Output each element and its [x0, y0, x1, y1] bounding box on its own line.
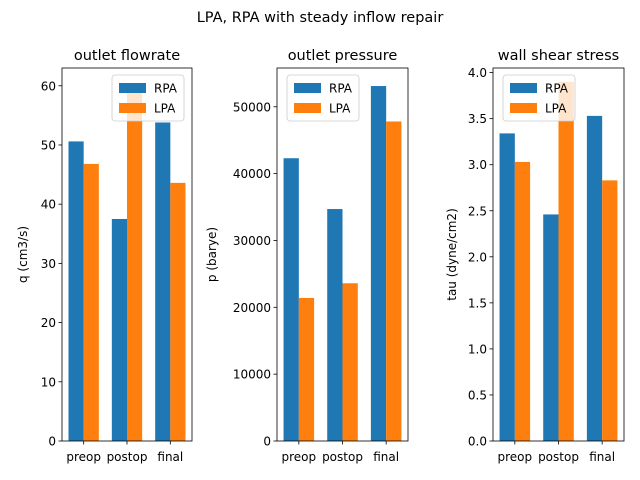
- y-tick-label: 0.0: [468, 435, 487, 449]
- legend-swatch-lpa: [510, 103, 537, 113]
- x-tick-label: postop: [107, 450, 148, 464]
- bar-lpa-final: [170, 182, 186, 441]
- subplot-pressure: 0 10000 20000 30000 40000 50000 preop postop fin…: [205, 48, 409, 464]
- legend-swatch-rpa: [510, 83, 537, 93]
- y-tick-label: 50: [41, 138, 56, 152]
- legend-swatch-rpa: [294, 83, 321, 93]
- legend-label-rpa: RPA: [545, 82, 569, 96]
- legend-swatch-lpa: [294, 103, 321, 113]
- y-tick-label: 0.5: [468, 388, 487, 402]
- y-tick-label: 10000: [233, 368, 271, 382]
- figure-title: LPA, RPA with steady inflow repair: [197, 10, 444, 26]
- bar-lpa-final: [602, 180, 618, 442]
- x-tick-label: preop: [498, 450, 533, 464]
- y-axis-label: tau (dyne/cm2): [445, 208, 459, 301]
- y-tick-label: 2.5: [468, 204, 487, 218]
- x-tick-label: postop: [322, 450, 363, 464]
- legend: RPA LPA: [286, 74, 360, 122]
- y-tick-label: 20: [41, 316, 56, 330]
- subplot-title: wall shear stress: [498, 48, 619, 64]
- x-tick-label: postop: [538, 450, 579, 464]
- bar-rpa-preop: [283, 158, 299, 441]
- y-tick-label: 60: [41, 79, 56, 93]
- y-tick-label: 0: [263, 435, 271, 449]
- y-tick-label: 1.5: [468, 296, 487, 310]
- y-tick-label: 3.5: [468, 112, 487, 126]
- subplots: 0 10 20 30 40 50 60 preop postop final outlet flow…: [16, 48, 625, 464]
- legend-label-rpa: RPA: [154, 82, 178, 96]
- legend-label-rpa: RPA: [329, 82, 353, 96]
- bar-lpa-final: [386, 121, 402, 442]
- y-tick-label: 40000: [233, 167, 271, 181]
- legend-swatch-rpa: [119, 83, 146, 93]
- y-axis-label: p (barye): [205, 227, 219, 282]
- bar-rpa-preop: [499, 133, 515, 441]
- x-tick-label: final: [157, 450, 183, 464]
- y-tick-label: 1.0: [468, 342, 487, 356]
- bar-rpa-preop: [68, 141, 84, 441]
- y-tick-label: 20000: [233, 301, 271, 315]
- subplot-title: outlet pressure: [288, 48, 398, 64]
- y-tick-label: 3.0: [468, 158, 487, 172]
- legend: RPA LPA: [502, 74, 576, 122]
- y-tick-label: 40: [41, 198, 56, 212]
- subplot-shear: 0.0 0.5 1.0 1.5 2.0 2.5 3.0 3.5 4.0 preop postop fi…: [445, 48, 625, 464]
- bar-rpa-postop: [543, 214, 559, 441]
- bar-lpa-postop: [127, 85, 143, 441]
- bar-rpa-postop: [327, 209, 343, 441]
- x-tick-label: preop: [282, 450, 317, 464]
- bar-lpa-postop: [558, 81, 574, 441]
- x-tick-label: final: [373, 450, 399, 464]
- legend-label-lpa: LPA: [154, 102, 176, 116]
- bar-rpa-final: [586, 115, 603, 441]
- y-tick-label: 0: [48, 435, 56, 449]
- legend-swatch-lpa: [119, 103, 146, 113]
- y-tick-label: 10: [41, 375, 56, 389]
- y-axis-label: q (cm3/s): [16, 226, 30, 283]
- bar-lpa-preop: [298, 297, 315, 441]
- x-tick-label: preop: [66, 450, 101, 464]
- legend-label-lpa: LPA: [545, 102, 567, 116]
- bar-lpa-preop: [514, 161, 531, 441]
- x-tick-label: final: [589, 450, 615, 464]
- bar-lpa-preop: [83, 163, 99, 441]
- bar-lpa-postop: [342, 283, 358, 441]
- y-tick-label: 30000: [233, 234, 271, 248]
- legend-label-lpa: LPA: [329, 102, 351, 116]
- y-tick-label: 2.0: [468, 250, 487, 264]
- y-tick-label: 50000: [233, 100, 271, 114]
- bar-rpa-postop: [111, 218, 127, 441]
- bar-rpa-final: [155, 122, 171, 441]
- subplot-title: outlet flowrate: [74, 48, 180, 64]
- bar-rpa-final: [370, 86, 387, 441]
- y-tick-label: 30: [41, 257, 56, 271]
- legend: RPA LPA: [111, 74, 185, 122]
- y-tick-label: 4.0: [468, 66, 487, 80]
- subplot-flowrate: 0 10 20 30 40 50 60 preop postop final outlet flow…: [16, 48, 193, 464]
